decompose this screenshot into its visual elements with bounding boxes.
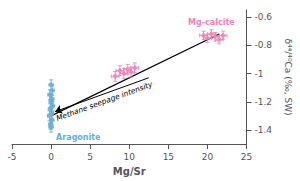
svg-text:-1.2: -1.2 — [255, 97, 273, 107]
svg-text:Mg/Sr: Mg/Sr — [113, 166, 146, 177]
svg-text:-5: -5 — [8, 152, 17, 162]
svg-text:Mg-calcite: Mg-calcite — [188, 18, 235, 27]
svg-text:15: 15 — [163, 152, 174, 162]
svg-text:-1: -1 — [255, 69, 264, 79]
svg-text:5: 5 — [87, 152, 93, 162]
svg-text:δ⁴⁴/⁴⁰Ca (‰, SW): δ⁴⁴/⁴⁰Ca (‰, SW) — [283, 39, 293, 116]
svg-text:Aragonite: Aragonite — [56, 133, 101, 142]
svg-text:-0.6: -0.6 — [255, 12, 273, 22]
svg-text:10: 10 — [124, 152, 136, 162]
svg-text:-1.4: -1.4 — [255, 125, 273, 135]
svg-text:-0.8: -0.8 — [255, 40, 273, 50]
svg-text:20: 20 — [202, 152, 214, 162]
svg-text:25: 25 — [241, 152, 252, 162]
svg-text:Methane seepage intensity: Methane seepage intensity — [55, 80, 154, 123]
svg-text:0: 0 — [48, 152, 54, 162]
